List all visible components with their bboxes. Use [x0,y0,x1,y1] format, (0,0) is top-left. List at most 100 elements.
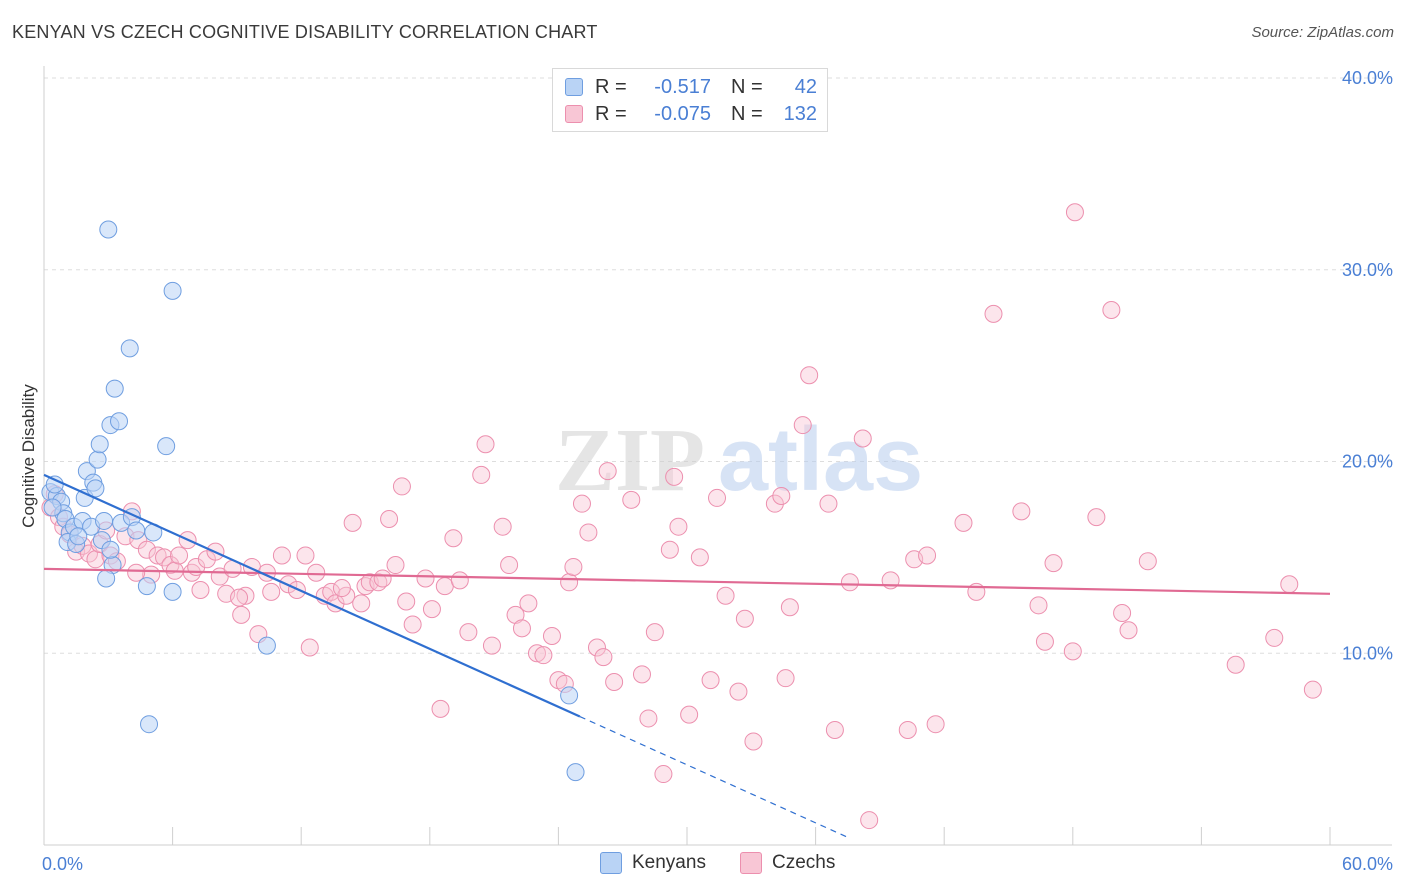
kenyan-points [41,220,585,782]
czech-point [708,488,727,507]
czech-point [984,304,1003,323]
kenyan-point [566,763,585,782]
legend-r-label: R = [595,75,627,98]
czech-point [148,546,167,565]
czech-point [527,644,546,663]
czech-point [1303,680,1322,699]
kenyan-point [560,686,579,705]
czech-point [587,638,606,657]
czech-point [1087,508,1106,527]
czech-legend-label: Czechs [772,852,836,873]
czech-point [493,517,512,536]
czech-point [639,709,658,728]
czech-point [1113,603,1132,622]
czech-point [332,579,351,598]
czech-point [307,563,326,582]
czech-points [41,203,1322,830]
czech-point [542,626,561,645]
czech-point [918,546,937,565]
legend-n-label: N = [731,102,763,125]
czech-point [232,605,251,624]
czech-point [519,594,538,613]
czech-point [373,569,392,588]
czech-point [472,465,491,484]
czech-point [431,699,450,718]
czech-point [1035,632,1054,651]
kenyan-point [257,636,276,655]
kenyan-point [99,220,118,239]
legend-r-label: R = [595,102,627,125]
czech-point [744,732,763,751]
czech-point [1265,628,1284,647]
czech-point [660,540,679,559]
czech-point [1102,301,1121,320]
kenyan-point [88,450,107,469]
czech-trend-line [43,567,1331,595]
source-label: Source: ZipAtlas.com [1251,24,1394,41]
kenyan-point [120,339,139,358]
czech-point [1119,621,1138,640]
czech-point [322,582,341,601]
czech-point [236,586,255,605]
czech-point [416,569,435,588]
czech-point [1138,552,1157,571]
czech-point [482,636,501,655]
czech-point [459,623,478,642]
czech-point [793,416,812,435]
czech-point [765,494,784,513]
tick-labels: 10.0% 20.0% 30.0% 40.0% 0.0% 60.0% [42,68,1393,874]
czech-swatch [565,105,583,123]
kenyan-point [69,527,88,546]
czech-point [1029,596,1048,615]
czech-point [690,548,709,567]
czech-point [444,529,463,548]
czech-point [572,494,591,513]
czech-point [776,669,795,688]
stats-legend: R = -0.517 N = 42 R = -0.075 N = 132 [552,68,828,132]
czech-point [579,523,598,542]
czech-point [512,619,531,638]
czech-point [1063,642,1082,661]
czech-point [825,720,844,739]
czech-point [645,623,664,642]
czech-point [564,557,583,576]
czech-point [772,487,791,506]
kenyan-trend-extension [579,715,848,838]
kenyan-point [101,540,120,559]
czech-point [1065,203,1084,222]
czech-point [392,477,411,496]
czech-point [622,490,641,509]
czech-point [598,462,617,481]
y-tick-label: 20.0% [1342,452,1393,472]
czech-point [397,592,416,611]
x-tick-label: 0.0% [42,854,83,874]
czech-point [296,546,315,565]
watermark-atlas: atlas [718,410,923,510]
kenyan-point [140,715,159,734]
legend-item-kenyans: Kenyans [600,852,706,874]
czech-point [86,550,105,569]
czech-point [669,517,688,536]
kenyan-point [86,479,105,498]
legend-row-kenyans: R = -0.517 N = 42 [565,74,817,100]
czech-point [594,648,613,667]
kenyan-point [127,521,146,540]
trend-lines [43,473,1331,838]
y-tick-label: 40.0% [1342,68,1393,88]
czech-point [735,609,754,628]
czech-point [605,673,624,692]
kenyan-legend-label: Kenyans [632,852,706,873]
czech-point [476,435,495,454]
y-axis-label: Cognitive Disability [19,384,38,528]
kenyan-point [163,281,182,300]
czech-point [137,540,156,559]
kenyan-trend-line [43,473,581,718]
czech-point [729,682,748,701]
czech-point [170,546,189,565]
kenyan-point [90,435,109,454]
kenyan-legend-swatch [600,852,622,874]
czech-point [926,715,945,734]
czech-point [853,429,872,448]
axes [43,66,1392,846]
